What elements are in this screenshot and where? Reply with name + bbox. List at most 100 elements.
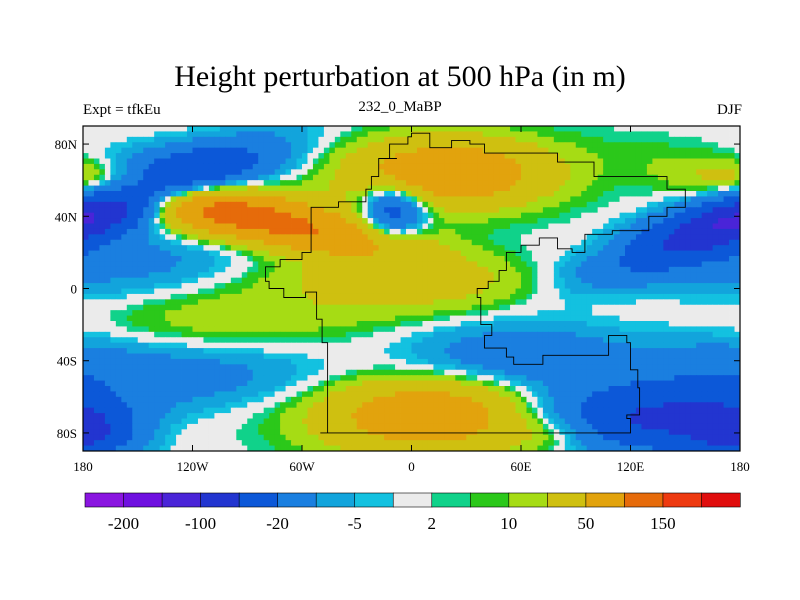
heatmap-cell xyxy=(729,228,735,235)
heatmap-cell xyxy=(115,272,122,279)
heatmap-cell xyxy=(219,158,226,165)
heatmap-cell xyxy=(411,293,418,300)
heatmap-cell xyxy=(83,201,89,208)
heatmap-cell xyxy=(285,174,292,181)
heatmap-cell xyxy=(323,331,330,338)
heatmap-cell xyxy=(663,326,670,333)
heatmap-cell xyxy=(258,234,265,241)
heatmap-cell xyxy=(531,212,538,219)
heatmap-cell xyxy=(93,142,100,149)
heatmap-cell xyxy=(652,256,659,262)
heatmap-cell xyxy=(433,277,440,284)
heatmap-cell xyxy=(367,207,374,214)
heatmap-cell xyxy=(674,218,681,224)
heatmap-cell xyxy=(219,299,226,306)
heatmap-cell xyxy=(291,234,297,241)
heatmap-cell xyxy=(488,304,495,311)
heatmap-cell xyxy=(586,228,593,235)
heatmap-cell xyxy=(603,234,610,241)
heatmap-cell xyxy=(707,126,714,132)
heatmap-cell xyxy=(219,337,226,344)
heatmap-cell xyxy=(165,266,171,273)
heatmap-cell xyxy=(384,126,391,132)
heatmap-cell xyxy=(493,245,500,251)
heatmap-cell xyxy=(154,321,161,327)
heatmap-cell xyxy=(110,348,117,354)
heatmap-cell xyxy=(274,207,281,214)
heatmap-cell xyxy=(351,163,358,170)
heatmap-cell xyxy=(252,136,259,143)
heatmap-cell xyxy=(291,261,297,268)
heatmap-cell xyxy=(176,239,182,246)
heatmap-cell xyxy=(427,223,434,230)
heatmap-cell xyxy=(449,218,456,224)
heatmap-cell xyxy=(674,239,681,246)
heatmap-cell xyxy=(406,180,412,186)
heatmap-cell xyxy=(438,304,445,311)
heatmap-cell xyxy=(531,266,538,273)
heatmap-cell xyxy=(504,239,511,246)
heatmap-cell xyxy=(608,304,615,311)
heatmap-cell xyxy=(296,348,303,354)
heatmap-cell xyxy=(121,304,128,311)
heatmap-cell xyxy=(542,174,549,181)
heatmap-cell xyxy=(241,315,248,322)
heatmap-cell xyxy=(707,174,714,181)
heatmap-cell xyxy=(389,348,396,354)
heatmap-cell xyxy=(230,131,237,138)
heatmap-cell xyxy=(559,196,566,203)
heatmap-cell xyxy=(548,126,555,132)
heatmap-cell xyxy=(165,158,171,165)
heatmap-cell xyxy=(323,207,330,214)
heatmap-cell xyxy=(570,310,577,316)
heatmap-cell xyxy=(126,131,133,138)
heatmap-cell xyxy=(635,207,642,214)
heatmap-cell xyxy=(263,163,270,170)
heatmap-cell xyxy=(597,169,604,176)
heatmap-cell xyxy=(362,207,369,214)
heatmap-cell xyxy=(460,228,467,235)
heatmap-cell xyxy=(542,169,549,176)
heatmap-cell xyxy=(258,228,265,235)
heatmap-cell xyxy=(362,234,369,241)
heatmap-cell xyxy=(701,218,708,224)
heatmap-cell xyxy=(592,245,599,251)
heatmap-cell xyxy=(307,223,314,230)
heatmap-cell xyxy=(99,196,106,203)
heatmap-cell xyxy=(674,245,681,251)
heatmap-cell xyxy=(548,326,555,333)
heatmap-cell xyxy=(351,293,358,300)
heatmap-cell xyxy=(148,218,155,224)
heatmap-cell xyxy=(197,158,204,165)
heatmap-cell xyxy=(356,158,363,165)
heatmap-cell xyxy=(345,158,352,165)
heatmap-cell xyxy=(165,321,171,327)
heatmap-cell xyxy=(679,153,686,159)
heatmap-cell xyxy=(208,228,215,235)
heatmap-cell xyxy=(137,321,144,327)
heatmap-cell xyxy=(696,158,703,165)
heatmap-cell xyxy=(427,239,434,246)
heatmap-cell xyxy=(236,201,243,208)
heatmap-cell xyxy=(395,304,401,311)
heatmap-cell xyxy=(291,180,297,186)
heatmap-cell xyxy=(269,212,276,219)
heatmap-cell xyxy=(608,293,615,300)
heatmap-cell xyxy=(685,174,692,181)
heatmap-cell xyxy=(657,250,664,257)
heatmap-cell xyxy=(126,180,133,186)
heatmap-cell xyxy=(143,207,150,214)
heatmap-cell xyxy=(307,180,314,186)
heatmap-cell xyxy=(269,261,276,268)
heatmap-cell xyxy=(734,261,741,268)
heatmap-cell xyxy=(389,288,396,295)
heatmap-cell xyxy=(203,283,210,289)
heatmap-cell xyxy=(603,126,610,132)
heatmap-cell xyxy=(488,326,495,333)
heatmap-cell xyxy=(614,288,620,295)
heatmap-cell xyxy=(93,196,100,203)
heatmap-cell xyxy=(488,169,495,176)
heatmap-cell xyxy=(438,228,445,235)
heatmap-cell xyxy=(575,163,582,170)
heatmap-cell xyxy=(477,283,484,289)
